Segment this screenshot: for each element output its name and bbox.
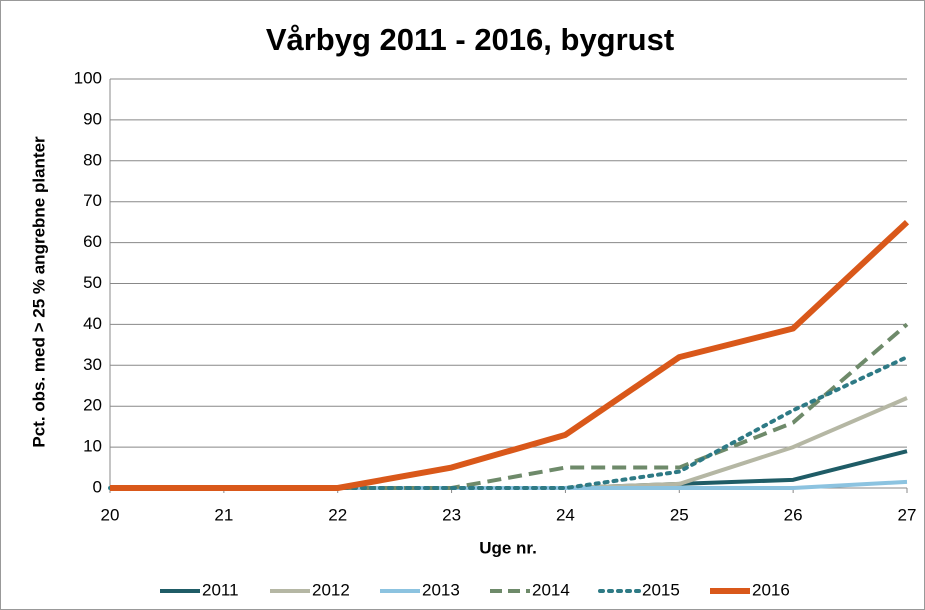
y-tick-label: 20 [83, 396, 102, 415]
y-tick-label: 100 [74, 68, 102, 87]
y-tick-label: 70 [83, 191, 102, 210]
y-tick-label: 80 [83, 150, 102, 169]
y-tick-label: 10 [83, 437, 102, 456]
x-tick-label: 20 [101, 505, 120, 524]
y-tick-label: 40 [83, 314, 102, 333]
series-line [108, 355, 909, 490]
legend-label: 2012 [312, 580, 350, 599]
y-axis-label: Pct. obs. med > 25 % angrebne planter [29, 136, 48, 448]
legend-label: 2013 [422, 580, 460, 599]
y-tick-label: 30 [83, 355, 102, 374]
y-tick-label: 90 [83, 109, 102, 128]
x-tick-label: 26 [784, 505, 803, 524]
legend-label: 2011 [202, 580, 239, 599]
chart-title: Vårbyg 2011 - 2016, bygrust [266, 22, 674, 57]
legend-label: 2015 [642, 580, 680, 599]
x-tick-label: 22 [328, 505, 347, 524]
x-tick-label: 23 [442, 505, 461, 524]
y-tick-label: 0 [93, 477, 102, 496]
y-tick-label: 60 [83, 232, 102, 251]
x-tick-label: 24 [556, 505, 575, 524]
x-tick-label: 25 [670, 505, 689, 524]
y-tick-label: 50 [83, 273, 102, 292]
x-tick-label: 21 [214, 505, 233, 524]
series-line [110, 219, 910, 491]
x-axis-label: Uge nr. [479, 538, 537, 557]
legend-label: 2014 [532, 580, 570, 599]
legend-label: 2016 [752, 580, 790, 599]
x-tick-label: 27 [898, 505, 917, 524]
